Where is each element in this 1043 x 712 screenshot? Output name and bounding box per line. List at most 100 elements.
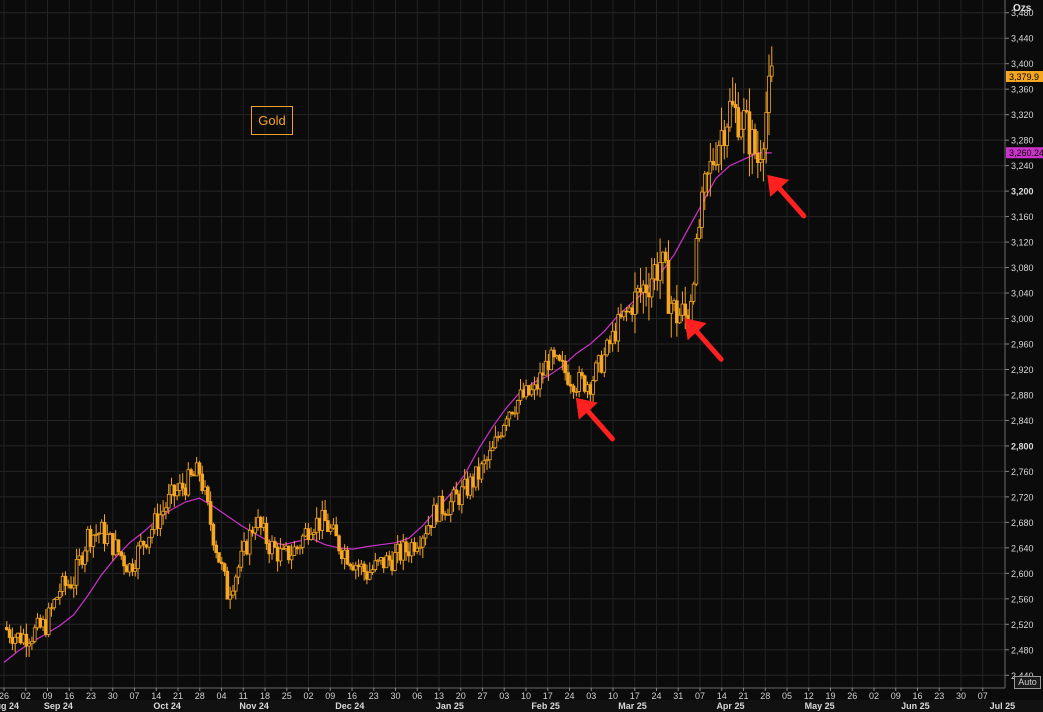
candle-body: [270, 540, 274, 555]
x-day-label: 02: [303, 691, 313, 701]
candle-body: [716, 145, 721, 165]
candle-body: [267, 543, 272, 555]
x-month-label: Apr 25: [716, 701, 744, 711]
candle-body: [415, 547, 420, 552]
candle-body: [554, 355, 559, 358]
candle-body: [256, 516, 260, 528]
arrow-shaft: [774, 183, 807, 219]
candle-body: [594, 362, 598, 381]
x-day-label: 30: [108, 691, 118, 701]
candle-body: [756, 153, 760, 163]
y-tick-label: 3,160: [1011, 212, 1034, 222]
y-tick-label: 2,760: [1011, 467, 1034, 477]
candle-body: [750, 129, 755, 155]
candle-body: [331, 524, 336, 529]
y-tick-label: 3,400: [1011, 59, 1034, 69]
y-tick-label: 3,200: [1011, 187, 1034, 197]
candle-body: [10, 637, 15, 644]
candle-body: [340, 550, 344, 559]
candle-body: [571, 385, 576, 393]
x-day-label: 23: [934, 691, 944, 701]
candle-body: [474, 466, 478, 488]
x-day-label: 04: [216, 691, 226, 701]
x-month-label: Dec 24: [335, 701, 364, 711]
candle-body: [541, 372, 545, 376]
candle-body: [616, 314, 621, 342]
candle-body: [714, 163, 718, 166]
candle-body: [549, 349, 554, 371]
y-tick-label: 3,120: [1011, 238, 1034, 248]
candle-body: [136, 545, 140, 570]
candle-body: [97, 532, 101, 535]
candle-body: [192, 474, 196, 477]
candle-body: [437, 495, 442, 522]
annotation-arrow: [684, 318, 724, 362]
candle-body: [705, 172, 710, 175]
candle-body: [16, 632, 20, 638]
x-day-label: 20: [456, 691, 466, 701]
candle-body: [116, 539, 121, 553]
x-day-label: 24: [564, 691, 574, 701]
candle-body: [46, 607, 51, 635]
candle-body: [535, 384, 540, 390]
x-day-label: 25: [282, 691, 292, 701]
candle-body: [649, 278, 654, 298]
y-tick-label: 3,480: [1011, 8, 1034, 18]
x-month-label: Oct 24: [153, 701, 181, 711]
candle-body: [300, 535, 305, 548]
candle-body: [708, 161, 713, 174]
candle-body: [172, 484, 177, 497]
x-day-label: 16: [912, 691, 922, 701]
annotation-arrow: [575, 397, 615, 442]
candle-body: [619, 314, 623, 318]
candle-body: [320, 509, 325, 531]
auto-scale-button[interactable]: Auto: [1014, 676, 1041, 689]
candle-body: [663, 251, 668, 261]
x-month-label: Sep 24: [44, 701, 73, 711]
candle-body: [404, 541, 408, 553]
candle-body: [222, 563, 227, 572]
candle-body: [538, 372, 542, 390]
candle-body: [675, 300, 679, 324]
candle-body: [250, 529, 255, 534]
candle-body: [312, 531, 316, 535]
units-label: Ozs: [1013, 3, 1032, 14]
candle-body: [460, 486, 464, 505]
candle-body: [58, 590, 62, 598]
candle-body: [365, 571, 369, 580]
candle-body: [239, 550, 244, 568]
candle-body: [102, 521, 107, 544]
candle-body: [214, 544, 218, 554]
candle-body: [557, 355, 562, 361]
candle-body: [599, 355, 604, 373]
candle-body: [672, 300, 676, 304]
candle-body: [627, 307, 632, 312]
candle-body: [144, 544, 149, 548]
candle-body: [18, 632, 23, 644]
candle-body: [624, 310, 629, 313]
candle-body: [27, 643, 31, 647]
candle-body: [242, 541, 246, 552]
candle-body: [71, 584, 76, 589]
candle-body: [384, 555, 389, 569]
legend-gold: Gold: [251, 106, 293, 135]
candle-body: [44, 619, 48, 635]
candle-body: [108, 533, 112, 535]
candle-body: [524, 385, 528, 398]
x-day-label: 24: [651, 691, 661, 701]
x-day-label: 31: [673, 691, 683, 701]
candle-body: [566, 372, 570, 385]
y-tick-label: 2,600: [1011, 569, 1034, 579]
candle-body: [208, 501, 213, 525]
candle-body: [245, 541, 249, 555]
last-price-tag: 3,379.9: [1009, 72, 1039, 82]
candle-body: [582, 375, 587, 392]
candle-body: [69, 584, 73, 589]
candle-body: [647, 292, 651, 298]
candle-body: [552, 349, 556, 358]
arrow-head: [575, 397, 598, 420]
x-day-label: 23: [369, 691, 379, 701]
x-day-label: 02: [869, 691, 879, 701]
candle-body: [127, 563, 132, 573]
